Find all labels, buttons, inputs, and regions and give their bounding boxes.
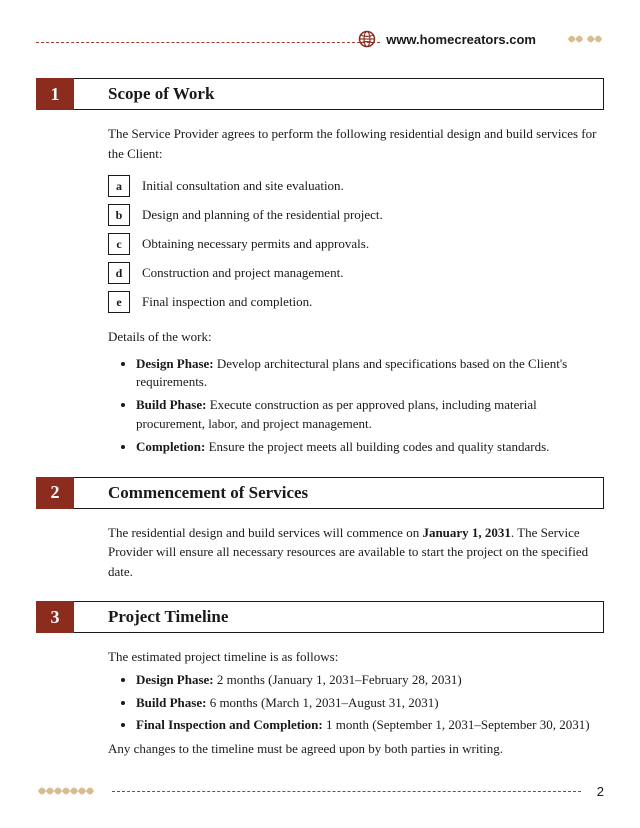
section-intro: The Service Provider agrees to perform t…	[108, 124, 604, 163]
letter-box: c	[108, 233, 130, 255]
bullet-text: 1 month (September 1, 2031–September 30,…	[323, 717, 590, 732]
bullet-text: 6 months (March 1, 2031–August 31, 2031)	[206, 695, 438, 710]
lettered-text: Construction and project management.	[142, 263, 343, 283]
lettered-item: d Construction and project management.	[108, 262, 604, 284]
section-header-3: 3 Project Timeline	[36, 601, 604, 633]
bullet-item: Build Phase: 6 months (March 1, 2031–Aug…	[136, 694, 604, 713]
lettered-item: e Final inspection and completion.	[108, 291, 604, 313]
letter-box: b	[108, 204, 130, 226]
lettered-item: b Design and planning of the residential…	[108, 204, 604, 226]
header-right: www.homecreators.com	[358, 30, 604, 48]
bullet-text: Ensure the project meets all building co…	[205, 439, 549, 454]
bullet-list: Design Phase: 2 months (January 1, 2031–…	[108, 671, 604, 736]
section-number: 3	[36, 601, 74, 633]
lettered-item: c Obtaining necessary permits and approv…	[108, 233, 604, 255]
para-text: The residential design and build service…	[108, 525, 422, 540]
section-header-1: 1 Scope of Work	[36, 78, 604, 110]
section-body-3: The estimated project timeline is as fol…	[36, 647, 604, 759]
page-number: 2	[597, 784, 604, 799]
bullet-text: 2 months (January 1, 2031–February 28, 2…	[214, 672, 462, 687]
section-title: Scope of Work	[74, 78, 604, 110]
section-title: Project Timeline	[74, 601, 604, 633]
section-number: 1	[36, 78, 74, 110]
letter-box: e	[108, 291, 130, 313]
bullet-list: Design Phase: Develop architectural plan…	[108, 355, 604, 457]
globe-icon	[358, 30, 376, 48]
lettered-list: a Initial consultation and site evaluati…	[108, 175, 604, 313]
section-title: Commencement of Services	[74, 477, 604, 509]
section-header-2: 2 Commencement of Services	[36, 477, 604, 509]
lettered-text: Obtaining necessary permits and approval…	[142, 234, 369, 254]
footer-dash-line	[112, 791, 581, 792]
content: 1 Scope of Work The Service Provider agr…	[36, 78, 604, 759]
section-body-2: The residential design and build service…	[36, 523, 604, 582]
bullet-bold: Completion:	[136, 439, 205, 454]
letter-box: a	[108, 175, 130, 197]
bullet-bold: Design Phase:	[136, 356, 214, 371]
section-number: 2	[36, 477, 74, 509]
header-dash-line	[36, 42, 380, 43]
subhead: Details of the work:	[108, 327, 604, 347]
lettered-item: a Initial consultation and site evaluati…	[108, 175, 604, 197]
section-paragraph: The residential design and build service…	[108, 523, 604, 582]
footer-decoration-icon	[36, 782, 96, 800]
lettered-text: Initial consultation and site evaluation…	[142, 176, 344, 196]
lettered-text: Design and planning of the residential p…	[142, 205, 383, 225]
bullet-bold: Final Inspection and Completion:	[136, 717, 323, 732]
para-bold: January 1, 2031	[422, 525, 510, 540]
section-intro: The estimated project timeline is as fol…	[108, 647, 604, 667]
footer: 2	[36, 782, 604, 800]
bullet-item: Build Phase: Execute construction as per…	[136, 396, 604, 434]
section-outro: Any changes to the timeline must be agre…	[108, 739, 604, 759]
bullet-bold: Build Phase:	[136, 397, 206, 412]
letter-box: d	[108, 262, 130, 284]
bullet-item: Design Phase: 2 months (January 1, 2031–…	[136, 671, 604, 690]
corner-decoration-icon	[566, 30, 604, 48]
bullet-bold: Build Phase:	[136, 695, 206, 710]
bullet-item: Final Inspection and Completion: 1 month…	[136, 716, 604, 735]
section-body-1: The Service Provider agrees to perform t…	[36, 124, 604, 457]
bullet-item: Design Phase: Develop architectural plan…	[136, 355, 604, 393]
header-url: www.homecreators.com	[386, 32, 536, 47]
lettered-text: Final inspection and completion.	[142, 292, 312, 312]
bullet-bold: Design Phase:	[136, 672, 214, 687]
bullet-item: Completion: Ensure the project meets all…	[136, 438, 604, 457]
